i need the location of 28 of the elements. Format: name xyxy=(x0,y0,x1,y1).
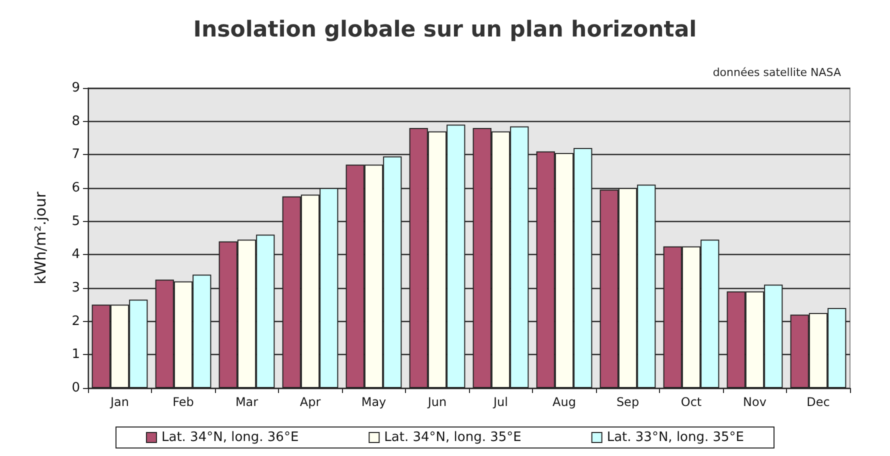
x-tick-label: Jul xyxy=(492,395,508,409)
legend-label: Lat. 33°N, long. 35°E xyxy=(606,430,744,445)
x-tick-label: Apr xyxy=(300,395,321,409)
x-tick-label: Jun xyxy=(426,395,447,409)
text: données satellite NASA xyxy=(712,66,842,79)
x-tick-label: Aug xyxy=(552,395,576,409)
y-tick-label: 3 xyxy=(72,280,80,296)
x-tick-label: Sep xyxy=(616,395,640,409)
x-tick-label: Mar xyxy=(235,395,258,409)
y-tick-label: 2 xyxy=(72,314,80,329)
y-tick-label: 1 xyxy=(72,347,80,362)
y-tick-label: 8 xyxy=(72,114,80,129)
legend-label: Lat. 34°N, long. 35°E xyxy=(384,430,522,445)
x-tick-label: May xyxy=(361,395,386,409)
x-tick-label: Dec xyxy=(806,395,830,409)
y-tick-label: 4 xyxy=(72,247,80,262)
y-tick-label: 7 xyxy=(72,147,80,162)
y-tick-label: 6 xyxy=(72,180,80,196)
y-tick-label: 5 xyxy=(72,214,80,229)
x-tick-label: Feb xyxy=(172,395,194,409)
y-tick-label: 0 xyxy=(72,380,80,396)
x-tick-label: Oct xyxy=(680,395,702,409)
chart-title: Insolation globale sur un plan horizontal xyxy=(193,18,697,42)
y-axis-title: kWh/m².jour xyxy=(32,190,50,284)
x-tick-label: Jan xyxy=(110,395,129,409)
legend-label: Lat. 34°N, long. 36°E xyxy=(161,430,299,445)
x-tick-label: Nov xyxy=(743,395,766,409)
y-tick-label: 9 xyxy=(72,80,80,96)
